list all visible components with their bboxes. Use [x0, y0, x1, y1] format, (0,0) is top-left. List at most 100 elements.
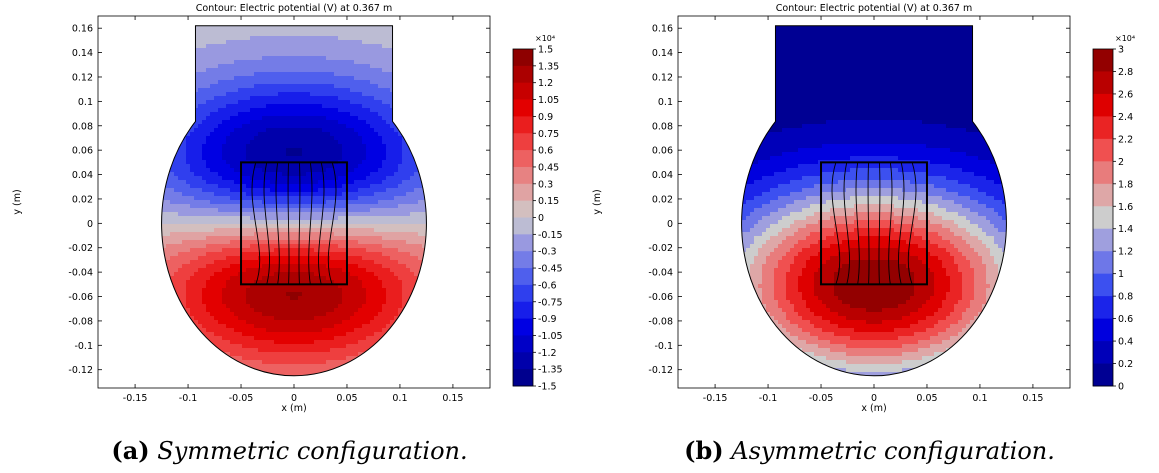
colorbar-band [1093, 228, 1113, 252]
panel-asymmetric: Contour: Electric potential (V) at 0.367… [580, 0, 1159, 473]
field-region [741, 25, 1007, 376]
x-axis-label: x (m) [861, 403, 886, 414]
colorbar-tick-label: -0.3 [538, 247, 557, 258]
colorbar-tick-label: -0.75 [538, 297, 563, 308]
colorbar-tick-label: 1.4 [1118, 224, 1133, 235]
electrode-box [240, 161, 348, 286]
colorbar-band [513, 82, 533, 100]
colorbar-band [1093, 138, 1113, 162]
field-line [287, 162, 290, 285]
y-tick-label: 0.12 [72, 72, 93, 83]
caption-text: Symmetric configuration. [157, 437, 468, 465]
y-tick-label: -0.06 [648, 292, 673, 303]
field-line [878, 162, 881, 285]
colorbar-band [513, 183, 533, 202]
y-tick-label: -0.04 [648, 268, 673, 279]
colorbar-tick-label: 1.5 [538, 45, 553, 56]
colorbar-band [1093, 341, 1113, 364]
colorbar-band [513, 99, 533, 117]
colorbar-tick-label: 0.4 [1118, 337, 1133, 348]
colorbar-multiplier: ×10⁴ [1115, 34, 1135, 43]
field-region [161, 25, 427, 376]
chart-title: Contour: Electric potential (V) at 0.367… [196, 3, 392, 14]
colorbar-band [513, 49, 533, 67]
colorbar-tick-label: 2 [1118, 157, 1124, 168]
colorbar-tick-label: 0 [538, 213, 544, 224]
colorbar-tick-label: 0.9 [538, 112, 553, 123]
colorbar-tick-label: 2.2 [1118, 134, 1133, 145]
x-tick-label: 0.05 [916, 393, 937, 404]
colorbar-band [513, 116, 533, 134]
y-tick-label: 0.14 [652, 48, 673, 59]
colorbar-tick-label: 0 [1118, 382, 1124, 393]
y-tick-label: -0.1 [74, 341, 93, 352]
field-line [308, 162, 313, 285]
field-line [831, 162, 841, 285]
colorbar-band [513, 234, 533, 252]
colorbar-band [513, 166, 533, 185]
colorbar-band [1093, 206, 1113, 230]
x-tick-label: 0.15 [1022, 393, 1043, 404]
y-tick-label: -0.08 [68, 316, 93, 327]
colorbar-band [1093, 71, 1113, 95]
colorbar-band [1093, 49, 1113, 72]
x-tick-label: -0.15 [123, 393, 148, 404]
colorbar-band [1093, 116, 1113, 140]
field-line [867, 162, 870, 285]
domain-outline [741, 25, 1007, 377]
field-line [888, 162, 893, 285]
y-tick-label: 0.16 [72, 24, 93, 35]
y-tick-label: 0.06 [72, 146, 93, 157]
y-tick-label: -0.06 [68, 292, 93, 303]
colorbar-tick-label: 2.8 [1118, 67, 1133, 78]
colorbar-tick-label: -1.35 [538, 365, 563, 376]
field-line [327, 162, 337, 285]
y-tick-label: 0.1 [658, 97, 673, 108]
colorbar-band [513, 268, 533, 286]
colorbar-tick-label: 0.3 [538, 179, 553, 190]
x-tick-label: 0 [871, 393, 877, 404]
y-tick-label: 0.04 [652, 170, 673, 181]
y-tick-label: -0.12 [68, 365, 93, 376]
x-tick-label: 0.15 [442, 393, 463, 404]
y-tick-label: 0.02 [652, 194, 673, 205]
colorbar-tick-label: 1.2 [538, 78, 553, 89]
colorbar-band [1093, 161, 1113, 185]
x-tick-label: 0.1 [972, 393, 987, 404]
colorbar-band [513, 133, 533, 151]
colorbar-tick-label: -1.05 [538, 331, 563, 342]
colorbar-tick-label: -0.9 [538, 314, 557, 325]
colorbar-tick-label: 1.8 [1118, 179, 1133, 190]
y-tick-label: -0.04 [68, 268, 93, 279]
caption-symmetric: (a) Symmetric configuration. [0, 436, 579, 465]
x-tick-label: 0 [291, 393, 297, 404]
x-tick-label: -0.15 [703, 393, 728, 404]
colorbar-tick-label: 0.45 [538, 162, 559, 173]
x-axis-label: x (m) [281, 403, 306, 414]
electrode-box [820, 161, 928, 286]
y-tick-label: -0.12 [648, 365, 673, 376]
colorbar-frame [1092, 48, 1114, 387]
x-tick-label: -0.05 [229, 393, 254, 404]
panel-symmetric: Contour: Electric potential (V) at 0.367… [0, 0, 579, 473]
colorbar-band [513, 352, 533, 370]
y-tick-label: 0.02 [72, 194, 93, 205]
colorbar-band [513, 65, 533, 84]
colorbar-tick-label: 2.6 [1118, 89, 1133, 100]
colorbar-band [513, 150, 533, 168]
colorbar-band [513, 318, 533, 336]
colorbar-tick-label: -1.5 [538, 382, 557, 393]
chart-title: Contour: Electric potential (V) at 0.367… [776, 3, 972, 14]
colorbar-band [1093, 273, 1113, 297]
x-tick-label: -0.1 [759, 393, 778, 404]
colorbar-band [513, 217, 533, 235]
y-tick-label: -0.1 [654, 341, 673, 352]
colorbar-tick-label: -0.15 [538, 230, 563, 241]
colorbar-tick-label: 0.6 [538, 146, 553, 157]
colorbar-tick-label: 3 [1118, 45, 1124, 56]
y-axis-label: y (m) [12, 189, 23, 214]
field-line [251, 162, 261, 285]
contour-plot-asymmetric: Contour: Electric potential (V) at 0.367… [592, 3, 1135, 414]
y-tick-label: 0.1 [78, 97, 93, 108]
field-line [318, 162, 325, 285]
